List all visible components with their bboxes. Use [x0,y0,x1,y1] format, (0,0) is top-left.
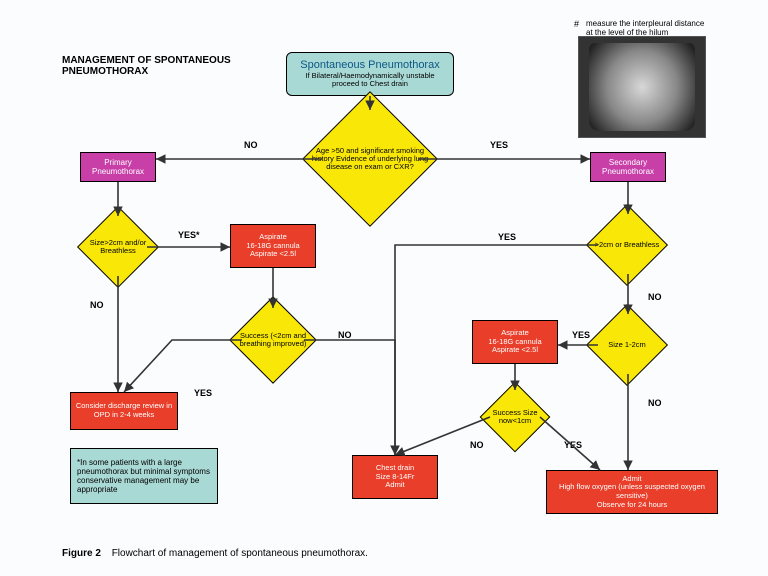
node-aspirate-secondary: Aspirate 16-18G cannula Aspirate <2.5l [472,320,558,364]
label-yes-star: YES* [178,230,200,240]
label-no-6: NO [470,440,484,450]
node-size-secondary-1: >2cm or Breathless [598,216,656,274]
label-yes-5: YES [564,440,582,450]
node-secondary: Secondary Pneumothorax [590,152,666,182]
label-yes-4: YES [572,330,590,340]
node-start: Spontaneous Pneumothorax If Bilateral/Ha… [286,52,454,96]
node-triage: Age >50 and significant smoking history … [322,111,418,207]
label-no-5: NO [648,398,662,408]
start-title: Spontaneous Pneumothorax [300,59,439,72]
label-yes-2: YES [194,388,212,398]
node-success-primary: Success (<2cm and breathing improved) [242,309,304,371]
node-admit: Admit High flow oxygen (unless suspected… [546,470,718,514]
node-primary: Primary Pneumothorax [80,152,156,182]
node-discharge: Consider discharge review in OPD in 2-4 … [70,392,178,430]
label-yes-1: YES [490,140,508,150]
page-title: MANAGEMENT OF SPONTANEOUS PNEUMOTHORAX [62,55,242,77]
node-chest-drain: Chest drain Size 8-14Fr Admit [352,455,438,499]
label-no-2: NO [90,300,104,310]
node-size-primary: Size>2cm and/or Breathless [89,218,147,276]
label-yes-3: YES [498,232,516,242]
figure-caption: Figure 2 Flowchart of management of spon… [62,548,368,559]
node-size-secondary-2: Size 1-2cm [598,316,656,374]
label-no-3: NO [338,330,352,340]
caption-text: Flowchart of management of spontaneous p… [112,548,368,559]
caption-label: Figure 2 [62,548,101,559]
node-success-secondary: Success Size now<1cm [490,392,540,442]
node-note: *In some patients with a large pneumotho… [70,448,218,504]
node-aspirate-primary: Aspirate 16-18G cannula Aspirate <2.5l [230,224,316,268]
xray-image [578,36,706,138]
start-sub: If Bilateral/Haemodynamically unstable p… [291,72,449,89]
label-no-4: NO [648,292,662,302]
label-no-1: NO [244,140,258,150]
